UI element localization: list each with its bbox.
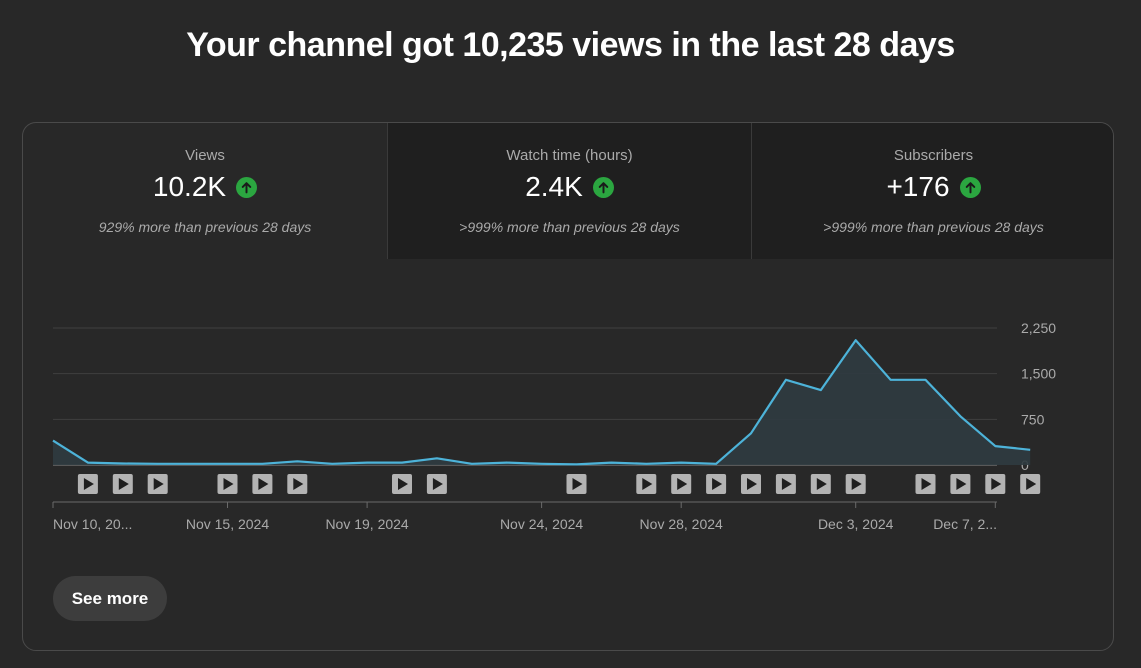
tab-label: Views [185, 147, 225, 164]
video-marker-icon[interactable] [77, 474, 98, 494]
video-marker-icon[interactable] [985, 474, 1006, 494]
arrow-up-icon [236, 176, 258, 198]
tab-value: 10.2K [152, 171, 227, 202]
data-point [259, 461, 265, 467]
y-tick-label: 2,250 [1021, 320, 1056, 336]
data-point [818, 387, 824, 393]
video-marker-icon[interactable] [147, 474, 168, 494]
data-point [155, 461, 161, 467]
data-point [50, 438, 56, 444]
tab-watch-time[interactable]: Watch time (hours) 2.4K >999% more than … [387, 123, 751, 259]
see-more-button[interactable]: See more [53, 576, 167, 621]
tab-views[interactable]: Views 10.2K 929% more than previous 28 d… [23, 123, 387, 259]
data-point [853, 337, 859, 343]
data-point [957, 413, 963, 419]
views-line [52, 339, 1031, 466]
y-tick-label: 1,500 [1021, 366, 1056, 382]
data-point [469, 461, 475, 467]
x-tick-label: Nov 19, 2024 [325, 516, 408, 532]
video-marker-icon[interactable] [392, 474, 412, 494]
video-marker-icon[interactable] [950, 474, 971, 494]
video-marker-icon[interactable] [426, 474, 447, 494]
x-tick-label: Nov 24, 2024 [500, 516, 583, 532]
video-marker-icon[interactable] [845, 474, 866, 494]
data-point [992, 443, 998, 449]
data-point [504, 460, 510, 466]
views-area [53, 340, 1031, 465]
data-point [364, 460, 370, 466]
data-point [713, 461, 719, 467]
tab-label: Subscribers [893, 147, 974, 164]
data-point [190, 461, 196, 467]
data-point [120, 460, 126, 466]
data-point [434, 455, 440, 461]
video-marker-icon[interactable] [671, 474, 692, 494]
video-marker-icon[interactable] [566, 474, 587, 494]
data-point [1027, 447, 1033, 453]
tab-label: Watch time (hours) [506, 147, 633, 164]
video-marker-icon[interactable] [1020, 474, 1041, 494]
video-marker-icon[interactable] [915, 474, 936, 494]
data-point [608, 460, 614, 466]
metric-tabs: Views 10.2K 929% more than previous 28 d… [23, 123, 1113, 259]
video-marker-icon[interactable] [252, 474, 273, 494]
arrow-up-icon [592, 176, 614, 198]
data-point [574, 461, 580, 467]
data-point [294, 458, 300, 464]
video-marker-icon[interactable] [636, 474, 657, 494]
tab-value: 2.4K [525, 171, 583, 202]
tab-comparison: >999% more than previous 28 days [459, 219, 680, 235]
data-point [643, 461, 649, 467]
x-tick-label: Dec 3, 2024 [818, 516, 894, 532]
data-point [399, 460, 405, 466]
x-tick-label: Dec 7, 2... [933, 516, 997, 532]
video-marker-icon[interactable] [741, 474, 761, 494]
x-tick-label: Nov 28, 2024 [640, 516, 723, 532]
tab-comparison: >999% more than previous 28 days [823, 219, 1044, 235]
data-point [748, 430, 754, 436]
tab-value: +176 [886, 171, 950, 202]
tab-comparison: 929% more than previous 28 days [98, 219, 312, 235]
video-marker-icon[interactable] [287, 474, 308, 494]
video-marker-icon[interactable] [810, 474, 831, 494]
data-point [225, 461, 231, 467]
data-point [329, 461, 335, 467]
data-point [783, 377, 789, 383]
data-point [85, 460, 91, 466]
data-point [888, 377, 894, 383]
video-marker-icon[interactable] [706, 474, 727, 494]
video-marker-icon[interactable] [775, 474, 796, 494]
video-marker-icon[interactable] [217, 474, 238, 494]
arrow-up-icon [959, 176, 981, 198]
data-point [539, 461, 545, 467]
x-tick-label: Nov 15, 2024 [186, 516, 269, 532]
x-tick-label: Nov 10, 20... [53, 516, 132, 532]
page-headline: Your channel got 10,235 views in the las… [186, 26, 955, 64]
video-marker-icon[interactable] [112, 474, 133, 494]
data-point [678, 460, 684, 466]
data-point [923, 377, 929, 383]
y-tick-label: 750 [1021, 411, 1045, 427]
tab-subscribers[interactable]: Subscribers +176 >999% more than previou… [751, 123, 1113, 259]
